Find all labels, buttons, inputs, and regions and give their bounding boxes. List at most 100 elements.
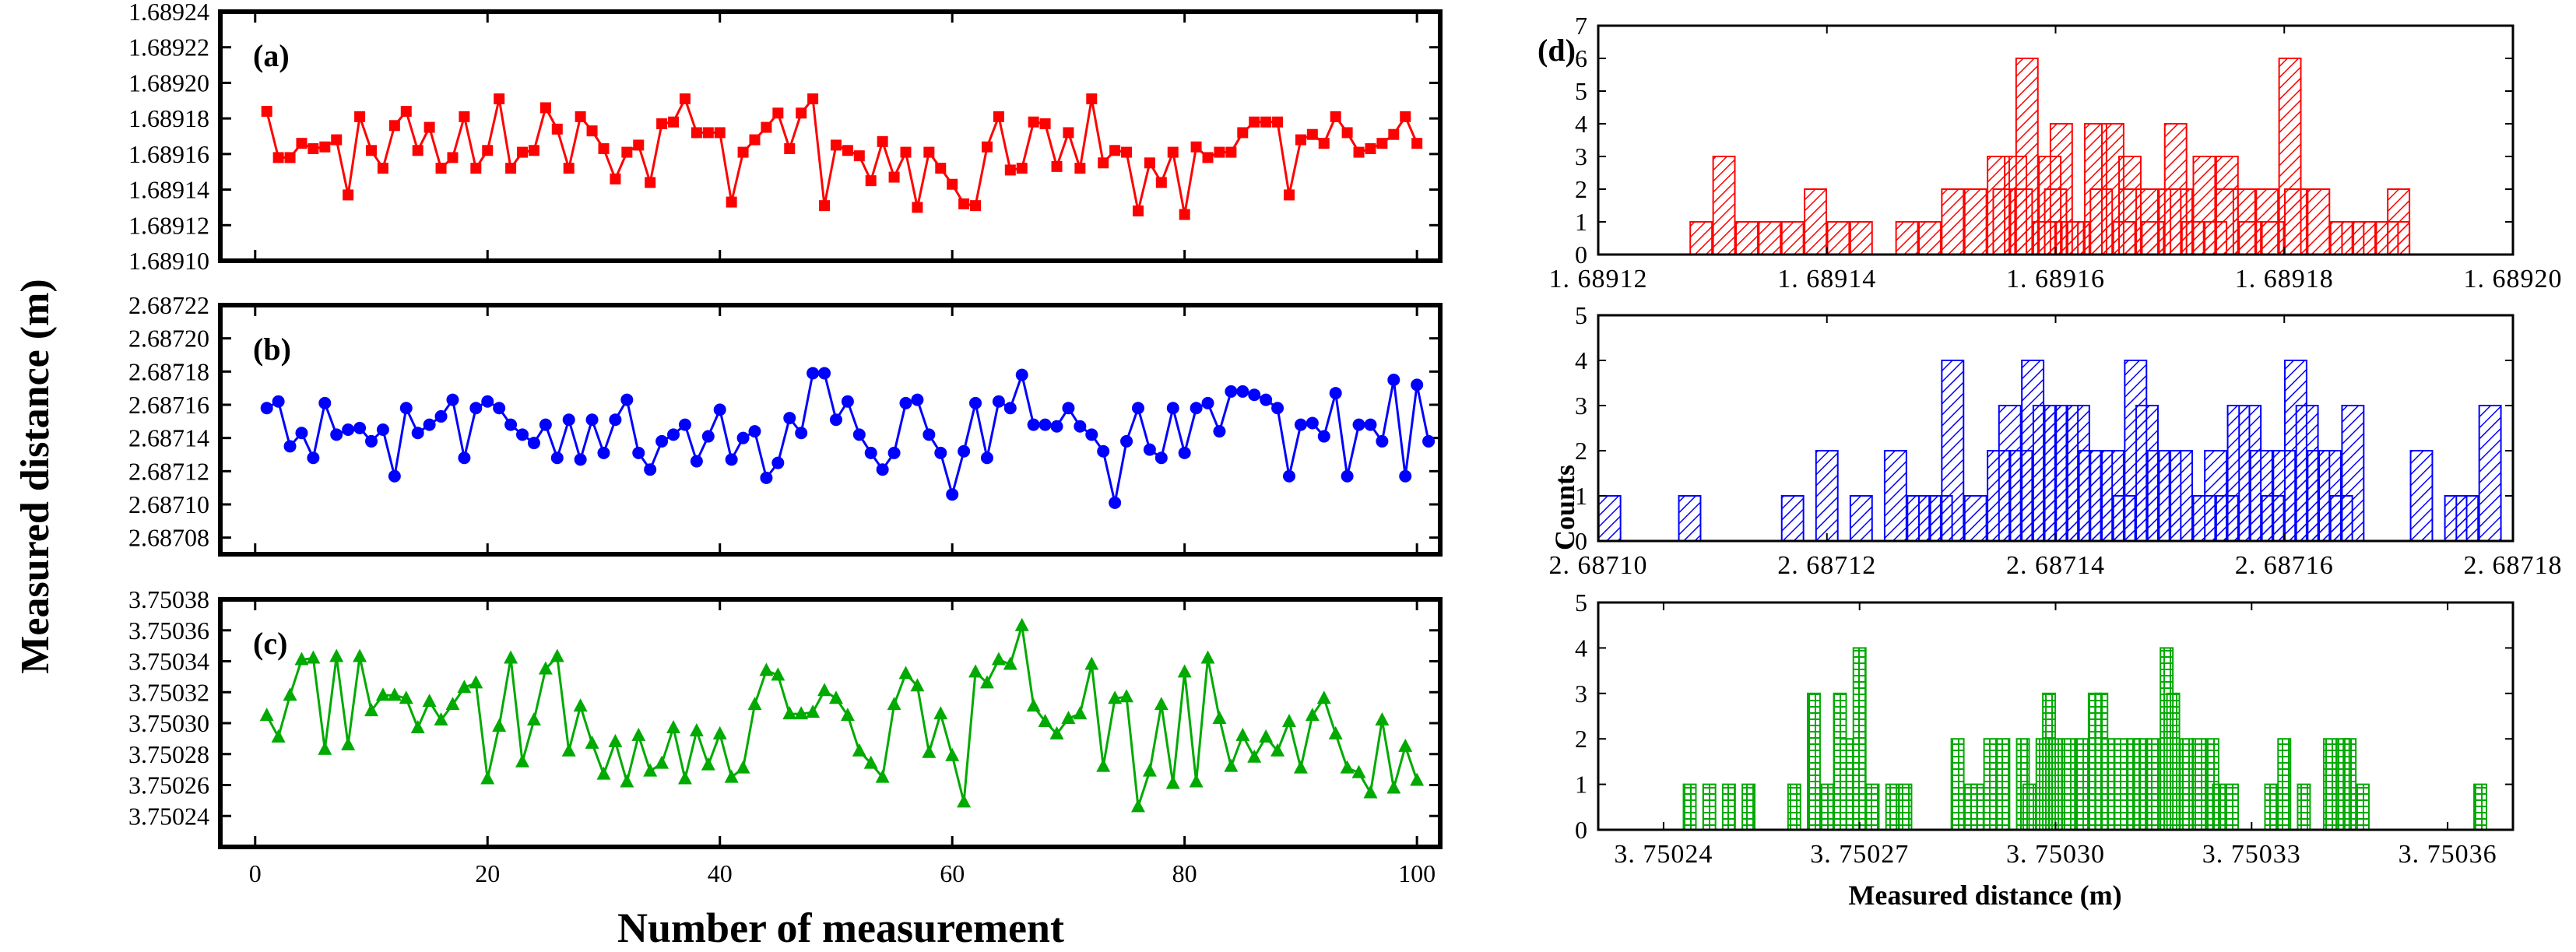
data-point — [284, 152, 296, 163]
data-point — [307, 451, 320, 465]
data-point — [1051, 160, 1063, 172]
data-point — [620, 774, 634, 788]
data-point — [981, 141, 993, 153]
data-point — [423, 418, 436, 431]
data-point — [1294, 418, 1307, 431]
panel-d-histogram-red: 0 1 2 3 4 5 6 7 1. 68912 1. 68914 1. 68916 1. 68918… — [1538, 12, 2562, 293]
data-point — [1248, 388, 1261, 402]
data-point — [1154, 451, 1168, 465]
histogram-bar — [1849, 221, 1873, 255]
data-point — [713, 403, 726, 416]
data-point — [1411, 378, 1424, 392]
y-tick-label: 2 — [1575, 175, 1587, 203]
data-point — [435, 163, 447, 174]
histogram-bar — [1885, 783, 1899, 831]
data-point — [399, 690, 413, 704]
data-point — [621, 146, 633, 158]
data-point — [459, 111, 470, 122]
histogram-bar — [1963, 495, 1987, 542]
data-point — [691, 127, 702, 139]
histogram-bar — [2212, 783, 2226, 831]
y-tick-label: 2 — [1575, 725, 1587, 753]
histogram-bar — [2170, 450, 2194, 542]
data-point — [447, 152, 459, 163]
histogram-bar — [2170, 188, 2194, 255]
data-point — [469, 402, 483, 415]
data-point — [1260, 116, 1272, 128]
data-point — [446, 393, 459, 406]
data-point — [1027, 418, 1040, 431]
data-point — [538, 661, 553, 675]
data-point — [1026, 698, 1041, 712]
histogram-bar — [2061, 738, 2076, 831]
data-point — [1097, 444, 1110, 458]
data-point — [899, 396, 912, 409]
data-point — [1281, 714, 1296, 728]
y-tick-label: 2.68716 — [128, 391, 209, 419]
histogram-bar — [1992, 188, 2016, 255]
data-point — [527, 437, 540, 450]
data-point — [1014, 617, 1029, 631]
data-point — [563, 163, 575, 174]
data-point — [1190, 141, 1202, 153]
x-tick-label: 0 — [249, 859, 262, 887]
data-point — [608, 733, 623, 747]
series-line — [265, 96, 1418, 215]
data-point — [970, 200, 982, 212]
data-point — [1295, 134, 1306, 146]
histogram-bar — [1941, 188, 1965, 255]
data-point — [1086, 93, 1098, 104]
data-point — [1400, 111, 1411, 122]
data-point — [910, 678, 925, 692]
data-point — [550, 648, 564, 662]
panel-label: (c) — [253, 626, 287, 661]
data-point — [1121, 146, 1133, 158]
data-point — [724, 769, 739, 783]
data-point — [1154, 697, 1169, 711]
histogram-bar — [2355, 783, 2370, 831]
data-point — [283, 687, 297, 701]
data-point — [341, 736, 356, 750]
x-tick-label: 60 — [940, 859, 965, 887]
data-point — [923, 428, 936, 441]
data-point — [505, 163, 517, 174]
data-point — [1061, 711, 1076, 725]
data-point — [726, 196, 737, 208]
data-point — [504, 418, 518, 431]
data-point — [877, 135, 888, 147]
data-point — [470, 163, 482, 174]
data-point — [1328, 725, 1343, 739]
data-point — [841, 395, 854, 408]
histogram-bar — [1780, 495, 1805, 542]
panel-frame — [218, 597, 1443, 849]
x-tick-label: 3. 75033 — [2202, 840, 2301, 869]
histogram-bar — [1996, 738, 2011, 831]
histogram-bar — [2075, 738, 2089, 831]
data-point — [807, 93, 819, 104]
histogram-bar — [2264, 783, 2279, 831]
data-point — [1306, 416, 1319, 430]
histogram-bar — [1702, 783, 1717, 831]
data-point — [1062, 402, 1075, 415]
data-point — [643, 763, 658, 777]
data-point — [747, 697, 762, 711]
data-point — [400, 106, 412, 117]
data-point — [632, 446, 645, 459]
data-point — [1376, 434, 1389, 448]
histogram-bar — [2341, 221, 2365, 255]
data-point — [761, 121, 772, 133]
data-point — [678, 418, 691, 431]
y-tick-label: 1 — [1575, 208, 1587, 236]
data-point — [586, 125, 598, 137]
data-point — [1015, 368, 1028, 381]
data-point — [377, 163, 388, 174]
data-point — [481, 395, 494, 408]
data-point — [1236, 385, 1249, 398]
data-point — [480, 771, 495, 785]
data-point — [609, 413, 622, 427]
data-point — [911, 393, 924, 406]
x-tick-label: 1. 68916 — [2006, 265, 2105, 293]
y-tick-label: 2.68710 — [128, 490, 209, 518]
data-point — [749, 134, 761, 146]
data-point — [644, 463, 657, 476]
